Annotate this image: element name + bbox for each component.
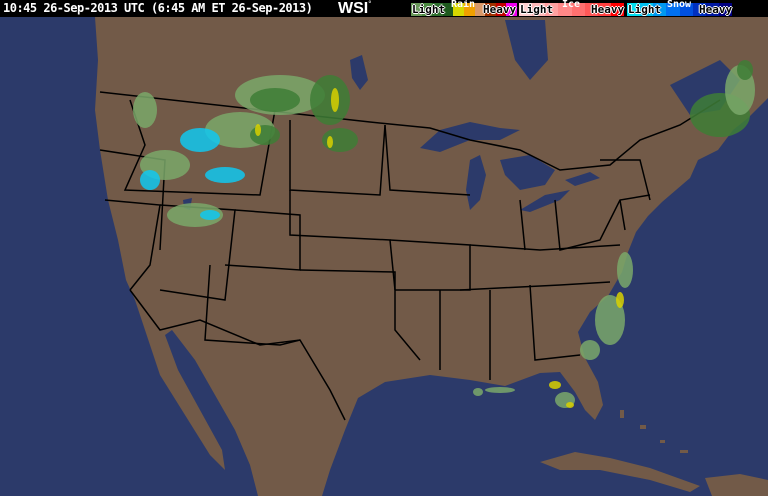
legend-swatch: [692, 3, 706, 16]
radar-echo: [180, 128, 220, 152]
radar-echo: [580, 340, 600, 360]
radar-echo: [473, 388, 483, 396]
radar-echo: [255, 124, 261, 136]
legend-swatch: [640, 3, 654, 16]
legend-ice-heavy: Heavy: [591, 3, 625, 16]
borders: [99, 91, 721, 421]
legend-swatch: [519, 3, 533, 16]
legend-rain-title: Rain: [451, 0, 476, 10]
radar-echo: [133, 92, 157, 128]
timestamp: 10:45 26-Sep-2013 UTC (6:45 AM ET 26-Sep…: [3, 1, 313, 15]
james-bay: [505, 20, 548, 80]
legend-ice: Ice Light Heavy: [519, 0, 625, 16]
radar-echo: [140, 170, 160, 190]
legend-swatch: [666, 3, 680, 16]
legend-swatch: [485, 3, 496, 16]
logo-text: WSI: [338, 0, 369, 17]
legend-swatch: [571, 3, 585, 16]
legend-swatch: [584, 3, 598, 16]
header-bar: 10:45 26-Sep-2013 UTC (6:45 AM ET 26-Sep…: [0, 0, 768, 17]
radar-echo: [205, 167, 245, 183]
lake-superior: [420, 122, 520, 152]
legend-snow-heavy: Heavy: [699, 3, 733, 16]
lake-michigan: [466, 155, 486, 210]
legend-rain-heavy: Heavy: [483, 3, 517, 16]
legend-rain: Rain Light Heavy: [411, 0, 517, 16]
radar-echo: [167, 203, 223, 227]
legend-snow: Snow Light Heavy: [627, 0, 733, 16]
cuba: [540, 452, 700, 492]
radar-echo: [549, 381, 561, 389]
legend-swatch: [453, 3, 464, 16]
legend-ice-light: Light: [520, 3, 554, 16]
legend-swatch: [532, 3, 546, 16]
legend-swatch: [705, 3, 719, 16]
legend-swatch: [545, 3, 559, 16]
legend-swatch: [597, 3, 611, 16]
radar-echo: [200, 210, 220, 220]
lake-ontario: [565, 172, 600, 186]
legend-swatch: [474, 3, 486, 16]
legend-swatch: [679, 3, 693, 16]
legend-swatch: [411, 3, 422, 16]
great-lakes: [183, 20, 740, 212]
radar-echo: [595, 295, 625, 345]
radar-echo: [250, 125, 280, 145]
radar-echo: [310, 75, 350, 125]
legend-swatch: [627, 3, 641, 16]
legend-swatch: [495, 3, 507, 16]
land-north-america: [0, 17, 768, 496]
legend-swatch: [442, 3, 454, 16]
radar-echo: [327, 136, 333, 148]
radar-echoes: [133, 60, 755, 408]
legend-swatch: [653, 3, 667, 16]
radar-echo: [566, 402, 574, 408]
legend-swatch: [610, 3, 624, 16]
legend-swatch: [558, 3, 572, 16]
lake-huron: [500, 155, 555, 190]
legend-swatch: [718, 3, 732, 16]
radar-echo: [737, 60, 753, 80]
hispaniola: [705, 474, 768, 496]
radar-echo: [331, 88, 339, 112]
wsi-logo: WSI°: [338, 0, 371, 17]
legend-snow-title: Snow: [667, 0, 692, 10]
us-canada-border: [99, 91, 721, 171]
legend-snow-light: Light: [628, 3, 662, 16]
legend-swatch: [506, 3, 517, 16]
legend-swatch: [463, 3, 475, 16]
radar-echo: [616, 292, 624, 308]
logo-mark: °: [368, 0, 372, 9]
lake-erie: [520, 190, 570, 212]
legend-ice-title: Ice: [562, 0, 581, 10]
legend-swatch: [421, 3, 433, 16]
legend-rain-light: Light: [412, 3, 446, 16]
legend-swatch: [432, 3, 443, 16]
radar-echo: [250, 88, 300, 112]
radar-echo: [617, 252, 633, 288]
radar-echo: [485, 387, 515, 393]
lake-winnipeg: [350, 55, 368, 90]
bahamas: [620, 410, 688, 453]
